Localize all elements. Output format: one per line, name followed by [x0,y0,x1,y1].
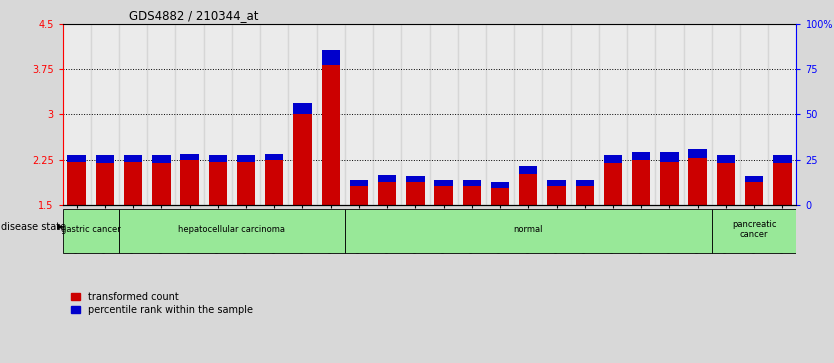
Bar [180,160,198,205]
Bar [430,24,458,205]
Bar [91,24,119,205]
Text: GDS4882 / 210344_at: GDS4882 / 210344_at [128,9,258,23]
Bar [260,24,289,205]
Bar [519,166,537,174]
Bar [740,24,768,205]
Bar [322,50,340,65]
Bar [148,24,175,205]
Bar [773,163,791,205]
Bar [745,182,763,205]
Text: pancreatic
cancer: pancreatic cancer [732,220,776,239]
Bar [711,209,796,253]
Bar [119,209,344,253]
Bar [661,152,679,162]
Bar [265,160,284,205]
Bar [294,114,312,205]
Bar [575,180,594,186]
Bar [63,209,119,253]
Bar [378,182,396,205]
Bar [373,24,401,205]
Bar [486,24,515,205]
Bar [542,24,570,205]
Bar [237,162,255,205]
Bar [604,155,622,163]
Bar [68,162,86,205]
Bar [406,182,425,205]
Bar [599,24,627,205]
Bar [349,180,368,186]
Bar [684,24,711,205]
Bar [689,149,707,158]
Bar [232,24,260,205]
Bar [575,186,594,205]
Bar [289,24,317,205]
Bar [152,155,170,163]
Bar [294,103,312,114]
Bar [661,162,679,205]
Bar [547,186,565,205]
Text: ▶: ▶ [57,223,63,231]
Bar [322,65,340,205]
Bar [344,24,373,205]
Bar [604,163,622,205]
Bar [435,180,453,186]
Bar [317,24,344,205]
Bar [96,163,114,205]
Text: normal: normal [514,225,543,234]
Bar [716,163,735,205]
Bar [119,24,148,205]
Bar [745,176,763,182]
Bar [344,209,711,253]
Bar [435,186,453,205]
Bar [63,24,91,205]
Bar [378,175,396,182]
Bar [632,160,651,205]
Bar [458,24,486,205]
Bar [773,155,791,163]
Bar [463,180,481,186]
Bar [152,163,170,205]
Bar [124,162,143,205]
Legend: transformed count, percentile rank within the sample: transformed count, percentile rank withi… [68,288,257,319]
Bar [124,155,143,162]
Bar [203,24,232,205]
Bar [237,155,255,162]
Bar [406,176,425,182]
Bar [627,24,656,205]
Bar [519,174,537,205]
Bar [547,180,565,186]
Bar [716,155,735,163]
Bar [208,162,227,205]
Bar [491,188,510,205]
Bar [401,24,430,205]
Bar [180,154,198,160]
Bar [349,186,368,205]
Text: disease state: disease state [1,222,66,232]
Bar [265,154,284,160]
Text: gastric cancer: gastric cancer [61,225,121,234]
Text: hepatocellular carcinoma: hepatocellular carcinoma [178,225,285,234]
Bar [175,24,203,205]
Bar [656,24,684,205]
Bar [463,186,481,205]
Bar [689,158,707,205]
Bar [96,155,114,163]
Bar [208,155,227,162]
Bar [491,182,510,188]
Bar [515,24,542,205]
Bar [632,152,651,160]
Bar [68,155,86,162]
Bar [711,24,740,205]
Bar [570,24,599,205]
Bar [768,24,796,205]
